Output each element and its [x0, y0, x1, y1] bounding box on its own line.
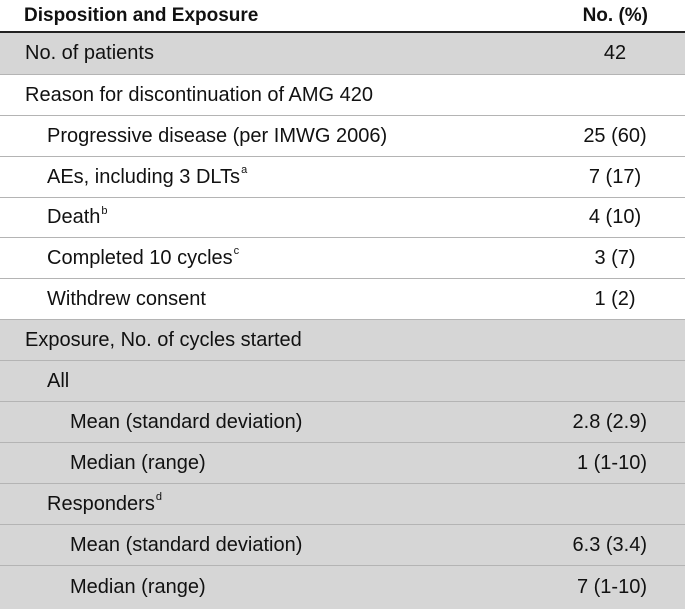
row-value: 7 (1-10) — [576, 576, 647, 598]
table-row: Reason for discontinuation of AMG 420 — [0, 75, 685, 116]
footnote-marker: c — [233, 245, 240, 257]
footnote-marker: d — [155, 491, 162, 503]
row-value — [545, 484, 685, 524]
footnote-marker: a — [241, 164, 248, 176]
row-label: Completed 10 cycles c — [47, 245, 240, 269]
table-row: Exposure, No. of cycles started — [0, 320, 685, 361]
table-row: Death b 4 (10) — [0, 198, 685, 238]
table-row: AEs, including 3 DLTs a 7 (17) — [0, 157, 685, 198]
row-value: 2.8 (2.9) — [572, 410, 647, 433]
row-value: 4 (10) — [588, 206, 642, 228]
row-value — [545, 75, 685, 115]
header-rule — [0, 31, 685, 33]
table-row: No. of patients 42 — [0, 33, 685, 75]
row-label: Reason for discontinuation of AMG 420 — [25, 83, 373, 106]
row-value: 25 (60) — [583, 124, 647, 147]
row-label: Exposure, No. of cycles started — [25, 328, 302, 351]
row-value: 3 (7) — [594, 246, 636, 269]
row-label: Withdrew consent — [47, 287, 206, 310]
row-label: No. of patients — [25, 42, 154, 64]
footnote-marker: b — [101, 204, 108, 217]
table-row: Withdrew consent 1 (2) — [0, 279, 685, 320]
row-value: 6.3 (3.4) — [572, 533, 647, 556]
table-header-row: Disposition and Exposure No. (%) — [0, 0, 685, 31]
row-label: Median (range) — [70, 576, 206, 598]
row-label: Mean (standard deviation) — [70, 533, 303, 556]
row-label: All — [47, 369, 70, 392]
row-label: Responders d — [47, 491, 162, 515]
table-row: Median (range) 1 (1-10) — [0, 443, 685, 484]
row-label: Death b — [47, 204, 108, 229]
row-value — [545, 361, 685, 401]
table-row: Median (range) 7 (1-10) — [0, 566, 685, 609]
row-value: 42 — [603, 42, 627, 64]
table-row: Progressive disease (per IMWG 2006) 25 (… — [0, 116, 685, 157]
row-label: Progressive disease (per IMWG 2006) — [47, 124, 388, 147]
table-row: Mean (standard deviation) 6.3 (3.4) — [0, 525, 685, 566]
header-no-percent: No. (%) — [582, 4, 648, 26]
row-label: Mean (standard deviation) — [70, 410, 303, 433]
row-label: Median (range) — [70, 451, 206, 474]
row-value: 7 (17) — [588, 165, 642, 188]
table-row: Responders d — [0, 484, 685, 525]
table-row: Mean (standard deviation) 2.8 (2.9) — [0, 402, 685, 443]
row-value — [545, 320, 685, 360]
header-disposition-exposure: Disposition and Exposure — [24, 4, 259, 26]
table-row: Completed 10 cycles c 3 (7) — [0, 238, 685, 279]
row-value: 1 (2) — [594, 287, 636, 310]
row-label: AEs, including 3 DLTs a — [47, 164, 248, 188]
table-row: All — [0, 361, 685, 402]
row-value: 1 (1-10) — [576, 451, 647, 474]
